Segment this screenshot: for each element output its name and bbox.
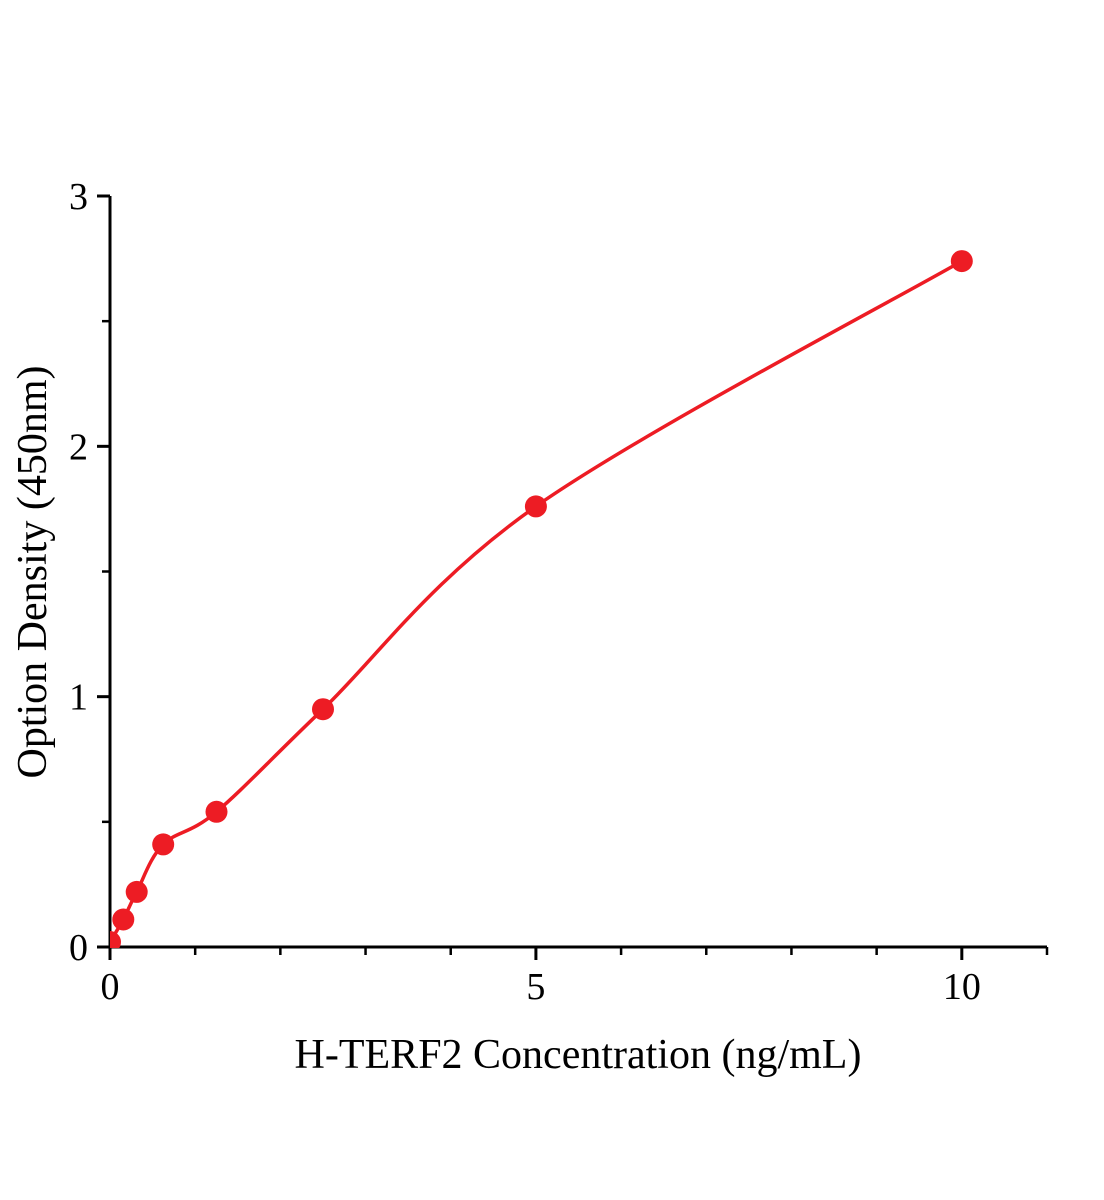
y-tick-label: 2 [69,426,88,468]
x-axis-label: H-TERF2 Concentration (ng/mL) [295,1032,862,1078]
fit-curve [110,259,964,944]
data-point [950,250,973,273]
axes-group: 0 5 10 0 1 2 3 [69,176,1049,1008]
data-point [125,880,148,903]
series-group [110,250,973,948]
y-axis-label: Option Density (450nm) [10,366,56,779]
x-tick-label: 10 [943,966,981,1008]
data-point [524,495,547,518]
data-point [152,833,175,856]
x-tick-label: 0 [101,966,120,1008]
x-tick-label: 5 [526,966,545,1008]
y-tick-label: 3 [69,176,88,218]
y-tick-label: 0 [69,927,88,969]
data-point [205,800,228,823]
data-point [312,698,334,721]
data-point [110,931,121,948]
data-point [112,908,135,931]
y-tick-label: 1 [69,677,88,719]
